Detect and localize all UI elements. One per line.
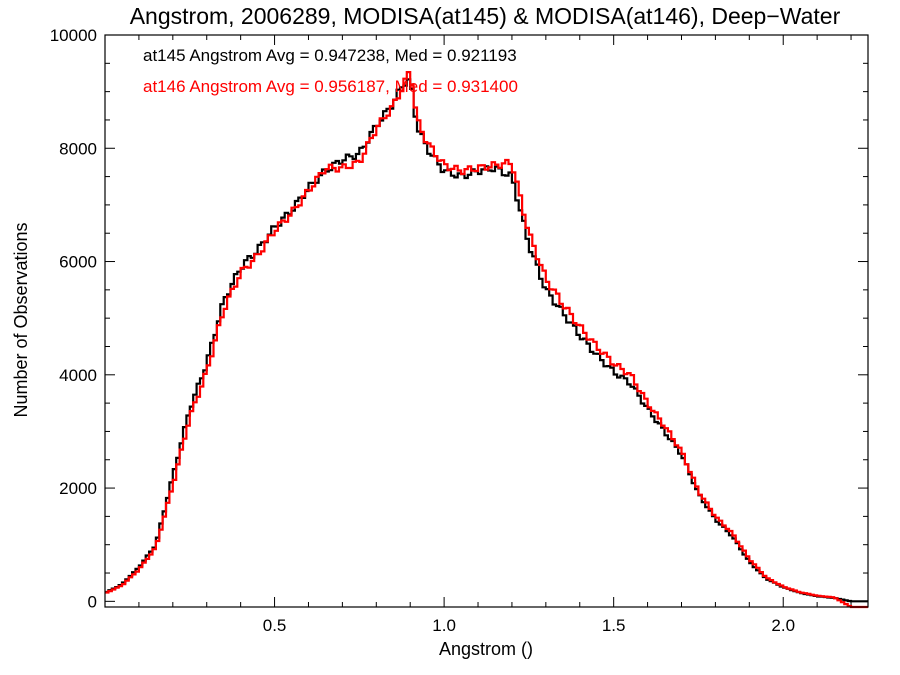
x-axis-label: Angstrom () bbox=[439, 639, 533, 659]
y-tick-label: 0 bbox=[88, 592, 97, 611]
plot-frame bbox=[104, 34, 869, 608]
x-tick-label: 1.5 bbox=[602, 616, 626, 635]
y-tick-label: 10000 bbox=[50, 26, 97, 45]
x-tick-label: 0.5 bbox=[263, 616, 287, 635]
series-layer bbox=[105, 71, 868, 609]
y-axis-label: Number of Observations bbox=[11, 222, 31, 417]
annotation-at145: at145 Angstrom Avg = 0.947238, Med = 0.9… bbox=[143, 46, 517, 65]
annotation-at146: at146 Angstrom Avg = 0.956187, Med = 0.9… bbox=[143, 77, 518, 96]
y-tick-label: 2000 bbox=[59, 479, 97, 498]
chart-title: Angstrom, 2006289, MODISA(at145) & MODIS… bbox=[130, 3, 841, 29]
axis-ticks: 0.5 1.0 1.5 2.0 0 2000 4000 6000 8000 10000 bbox=[50, 26, 868, 635]
y-tick-label: 6000 bbox=[59, 253, 97, 272]
x-tick-label: 1.0 bbox=[432, 616, 456, 635]
series-line-at145 bbox=[105, 78, 868, 603]
series-line-at146 bbox=[105, 71, 868, 609]
x-tick-label: 2.0 bbox=[771, 616, 795, 635]
y-tick-label: 4000 bbox=[59, 366, 97, 385]
y-tick-label: 8000 bbox=[59, 139, 97, 158]
